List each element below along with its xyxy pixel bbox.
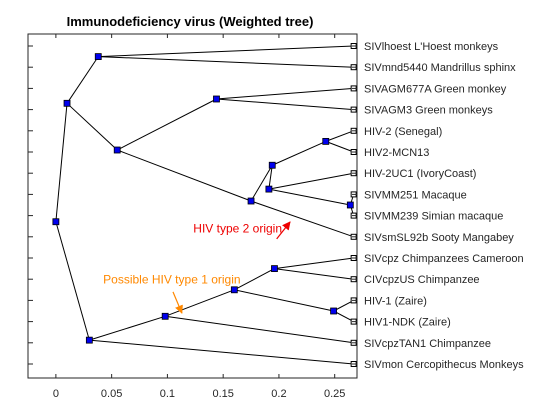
- leaf-label: SIVcpz Chimpanzees Cameroon: [364, 253, 524, 265]
- leaf-label: HIV-2 (Senegal): [364, 126, 442, 138]
- branch-n5-n4: [268, 188, 351, 206]
- x-tick-label: 0.25: [324, 388, 345, 400]
- node-marker-n11: [330, 307, 337, 315]
- branch-n1-L0: [98, 45, 354, 58]
- plot-area: [27, 33, 358, 379]
- node-marker-n13: [161, 312, 169, 320]
- branch-n8-n2: [116, 98, 217, 151]
- leaf-label: HIV1-NDK (Zaire): [364, 317, 451, 329]
- branch-n1-L1: [98, 56, 354, 68]
- branch-n8-n7: [117, 149, 252, 202]
- node-marker-n3: [322, 137, 330, 145]
- node-marker-n2: [213, 95, 220, 103]
- leaf-label: SIVcpzTAN1 Chimpanzee: [364, 338, 491, 350]
- annotation-arrow: [172, 291, 183, 314]
- node-markers: [52, 53, 354, 344]
- x-tick-label: 0.15: [212, 388, 233, 400]
- node-marker-n7: [247, 197, 255, 205]
- branch-n7-L9: [250, 200, 354, 238]
- node-marker-n15: [52, 218, 60, 226]
- branch-n9-n8: [66, 102, 118, 151]
- branch-n13-L14: [165, 315, 354, 344]
- node-marker-n12: [230, 286, 238, 294]
- leaf-label: CIVcpzUS Chimpanzee: [364, 274, 480, 286]
- annotation-text: HIV type 2 origin: [193, 222, 282, 236]
- annotations: HIV type 2 origin Possible HIV type 1 ori…: [103, 221, 291, 314]
- node-marker-n9: [63, 99, 71, 107]
- branch-n9-n1: [66, 56, 99, 104]
- branch-n10-L10: [274, 257, 354, 270]
- branch-n12-n11: [234, 289, 334, 312]
- branch-n14-L15: [89, 339, 354, 365]
- branch-n3-L4: [325, 130, 354, 142]
- node-marker-n4: [346, 201, 354, 209]
- leaf-label: HIV-1 (Zaire): [364, 295, 427, 307]
- branch-n12-n10: [234, 268, 275, 291]
- branch-n6-n3: [272, 140, 326, 166]
- branch-n2-L2: [216, 87, 354, 100]
- node-marker-n1: [94, 53, 102, 60]
- x-axis-ticks: 0 0.05 0.1 0.15 0.2 0.25: [53, 34, 345, 400]
- annotation-text: Possible HIV type 1 origin: [103, 272, 240, 286]
- leaf-label: SIVmnd5440 Mandrillus sphinx: [364, 62, 516, 74]
- annotation-arrow: [276, 221, 291, 240]
- branch-n2-L3: [216, 98, 354, 111]
- node-marker-n5: [265, 185, 273, 193]
- branch-n10-L11: [274, 268, 354, 280]
- leaf-label: HIV-2UC1 (IvoryCoast): [364, 168, 476, 180]
- x-tick-label: 0.1: [160, 388, 175, 400]
- node-marker-n6: [268, 161, 276, 169]
- leaf-labels: SIVlhoest L'Hoest monkeys SIVmnd5440 Mand…: [364, 41, 524, 371]
- branch-n15-n14: [55, 221, 90, 341]
- x-tick-label: 0.2: [271, 388, 286, 400]
- x-tick-label: 0.05: [101, 388, 122, 400]
- leaf-label: SIVAGM3 Green monkeys: [364, 105, 493, 117]
- node-marker-n8: [113, 146, 121, 154]
- branch-n5-L6: [268, 172, 354, 190]
- leaf-label: SIVsmSL92b Sooty Mangabey: [364, 232, 514, 244]
- leaf-label: HIV2-MCN13: [364, 147, 429, 159]
- leaf-markers: [28, 43, 357, 367]
- x-tick-label: 0: [53, 388, 59, 400]
- node-marker-n14: [85, 336, 93, 344]
- leaf-label: SIVmon Cercopithecus Monkeys: [364, 359, 524, 371]
- branch-n13-n12: [164, 289, 235, 317]
- leaf-label: SIVlhoest L'Hoest monkeys: [364, 41, 499, 53]
- node-marker-n10: [271, 265, 278, 273]
- leaf-label: SIVMM239 Simian macaque: [364, 211, 503, 223]
- leaf-label: SIVAGM677A Green monkey: [364, 83, 507, 95]
- branch-n7-n6: [250, 164, 273, 202]
- branch-n3-L5: [325, 140, 354, 153]
- leaf-label: SIVMM251 Macaque: [364, 189, 467, 201]
- branch-n14-n13: [89, 315, 166, 341]
- tree-branches: [55, 45, 355, 365]
- chart-title: Immunodeficiency virus (Weighted tree): [67, 14, 314, 29]
- branch-n6-n5: [268, 165, 273, 190]
- branch-n15-n9: [55, 103, 68, 222]
